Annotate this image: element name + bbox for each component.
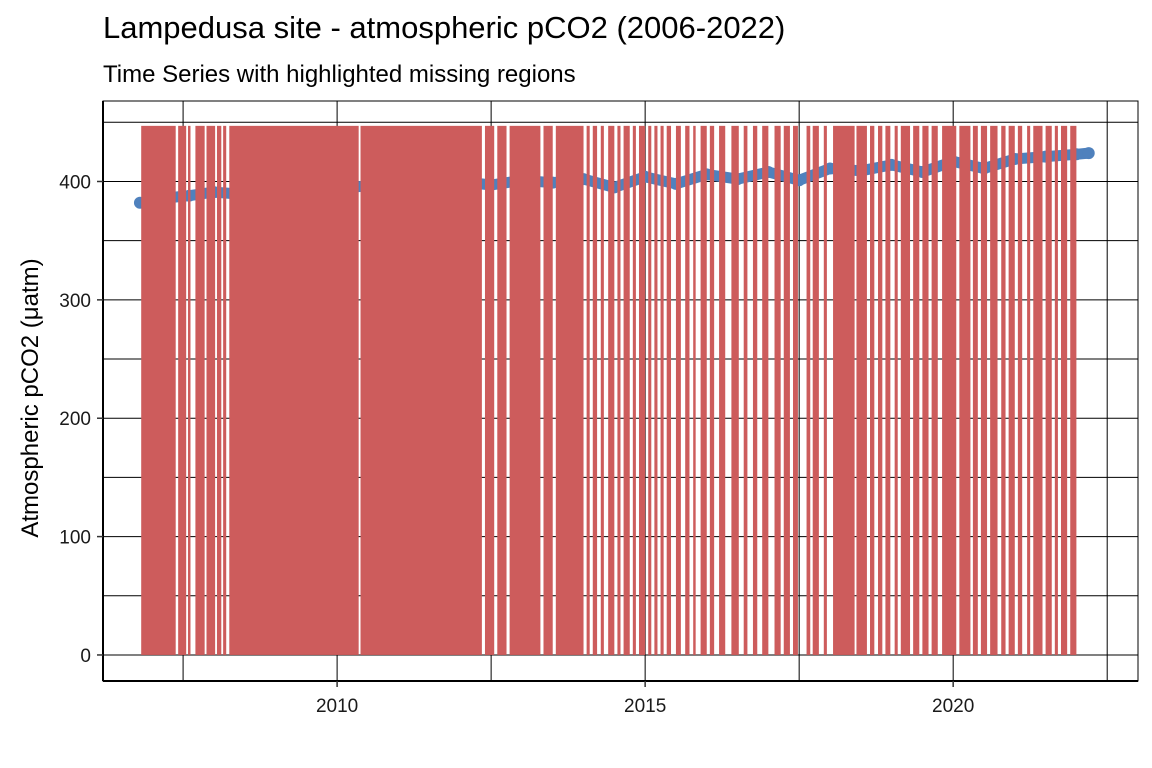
chart-title: Lampedusa site - atmospheric pCO2 (2006-… bbox=[103, 10, 786, 45]
missing-region-band bbox=[685, 125, 690, 655]
missing-region-band bbox=[1001, 125, 1006, 655]
data-point bbox=[823, 162, 836, 175]
missing-region-band bbox=[178, 125, 187, 655]
missing-region-band bbox=[229, 125, 359, 655]
missing-region-band bbox=[608, 125, 615, 655]
missing-region-band bbox=[188, 125, 191, 655]
missing-region-band bbox=[870, 125, 875, 655]
chart-subtitle: Time Series with highlighted missing reg… bbox=[103, 61, 576, 88]
y-tick-label: 200 bbox=[59, 409, 91, 430]
missing-region-band bbox=[675, 125, 681, 655]
missing-region-band bbox=[806, 125, 811, 655]
y-tick-label: 400 bbox=[59, 172, 91, 193]
x-tick-label: 2015 bbox=[624, 696, 666, 717]
missing-region-band bbox=[774, 125, 781, 655]
x-tick-label: 2010 bbox=[316, 696, 358, 717]
missing-region-band bbox=[709, 125, 715, 655]
missing-region-band bbox=[654, 125, 658, 655]
missing-region-band bbox=[743, 125, 748, 655]
missing-region-band bbox=[592, 125, 598, 655]
missing-region-band bbox=[216, 125, 222, 655]
missing-region-band bbox=[856, 125, 867, 655]
missing-region-band bbox=[980, 125, 988, 655]
missing-region-band bbox=[931, 125, 938, 655]
missing-region-band bbox=[942, 125, 957, 655]
missing-region-band bbox=[922, 125, 929, 655]
missing-region-band bbox=[793, 125, 798, 655]
missing-region-band bbox=[509, 125, 541, 655]
missing-region-band bbox=[990, 125, 998, 655]
missing-region-band bbox=[660, 125, 664, 655]
missing-region-band bbox=[894, 125, 898, 655]
missing-region-band bbox=[638, 125, 646, 655]
missing-region-band bbox=[812, 125, 819, 655]
missing-region-band bbox=[1045, 125, 1052, 655]
missing-region-band bbox=[195, 125, 205, 655]
missing-region-band bbox=[1017, 125, 1023, 655]
x-tick-label: 2020 bbox=[932, 696, 974, 717]
missing-region-band bbox=[600, 125, 604, 655]
missing-region-band bbox=[617, 125, 621, 655]
missing-region-band bbox=[632, 125, 636, 655]
missing-region-band bbox=[223, 125, 227, 655]
missing-region-band bbox=[900, 125, 911, 655]
missing-region-band bbox=[666, 125, 672, 655]
missing-region-band bbox=[1033, 125, 1043, 655]
missing-region-band bbox=[484, 125, 495, 655]
missing-region-band bbox=[700, 125, 707, 655]
missing-region-band bbox=[586, 125, 590, 655]
missing-region-band bbox=[762, 125, 769, 655]
missing-region-band bbox=[1060, 125, 1068, 655]
missing-region-band bbox=[719, 125, 726, 655]
axis-layer: 0 100 200 300 400 2010 2015 2020 bbox=[59, 100, 1139, 717]
missing-region-band bbox=[623, 125, 630, 655]
missing-region-band bbox=[783, 125, 790, 655]
missing-region-band bbox=[833, 125, 855, 655]
missing-region-band bbox=[693, 125, 696, 655]
missing-region-band bbox=[1070, 125, 1077, 655]
missing-region-band bbox=[555, 125, 584, 655]
data-point bbox=[1082, 147, 1095, 160]
missing-region-band bbox=[497, 125, 507, 655]
y-tick-label: 300 bbox=[59, 291, 91, 312]
missing-region-band bbox=[1008, 125, 1015, 655]
missing-region-band bbox=[959, 125, 971, 655]
missing-regions-layer bbox=[141, 125, 1077, 655]
missing-region-band bbox=[823, 125, 827, 655]
missing-region-band bbox=[648, 125, 652, 655]
missing-region-band bbox=[360, 125, 482, 655]
missing-region-band bbox=[206, 125, 216, 655]
missing-region-band bbox=[543, 125, 553, 655]
missing-region-band bbox=[141, 125, 176, 655]
missing-region-band bbox=[752, 125, 758, 655]
missing-region-band bbox=[731, 125, 739, 655]
missing-region-band bbox=[885, 125, 891, 655]
missing-region-band bbox=[878, 125, 883, 655]
missing-region-band bbox=[913, 125, 920, 655]
y-tick-label: 0 bbox=[80, 646, 91, 667]
missing-region-band bbox=[1027, 125, 1031, 655]
missing-region-band bbox=[1054, 125, 1058, 655]
missing-region-band bbox=[972, 125, 978, 655]
y-tick-label: 100 bbox=[59, 528, 91, 549]
